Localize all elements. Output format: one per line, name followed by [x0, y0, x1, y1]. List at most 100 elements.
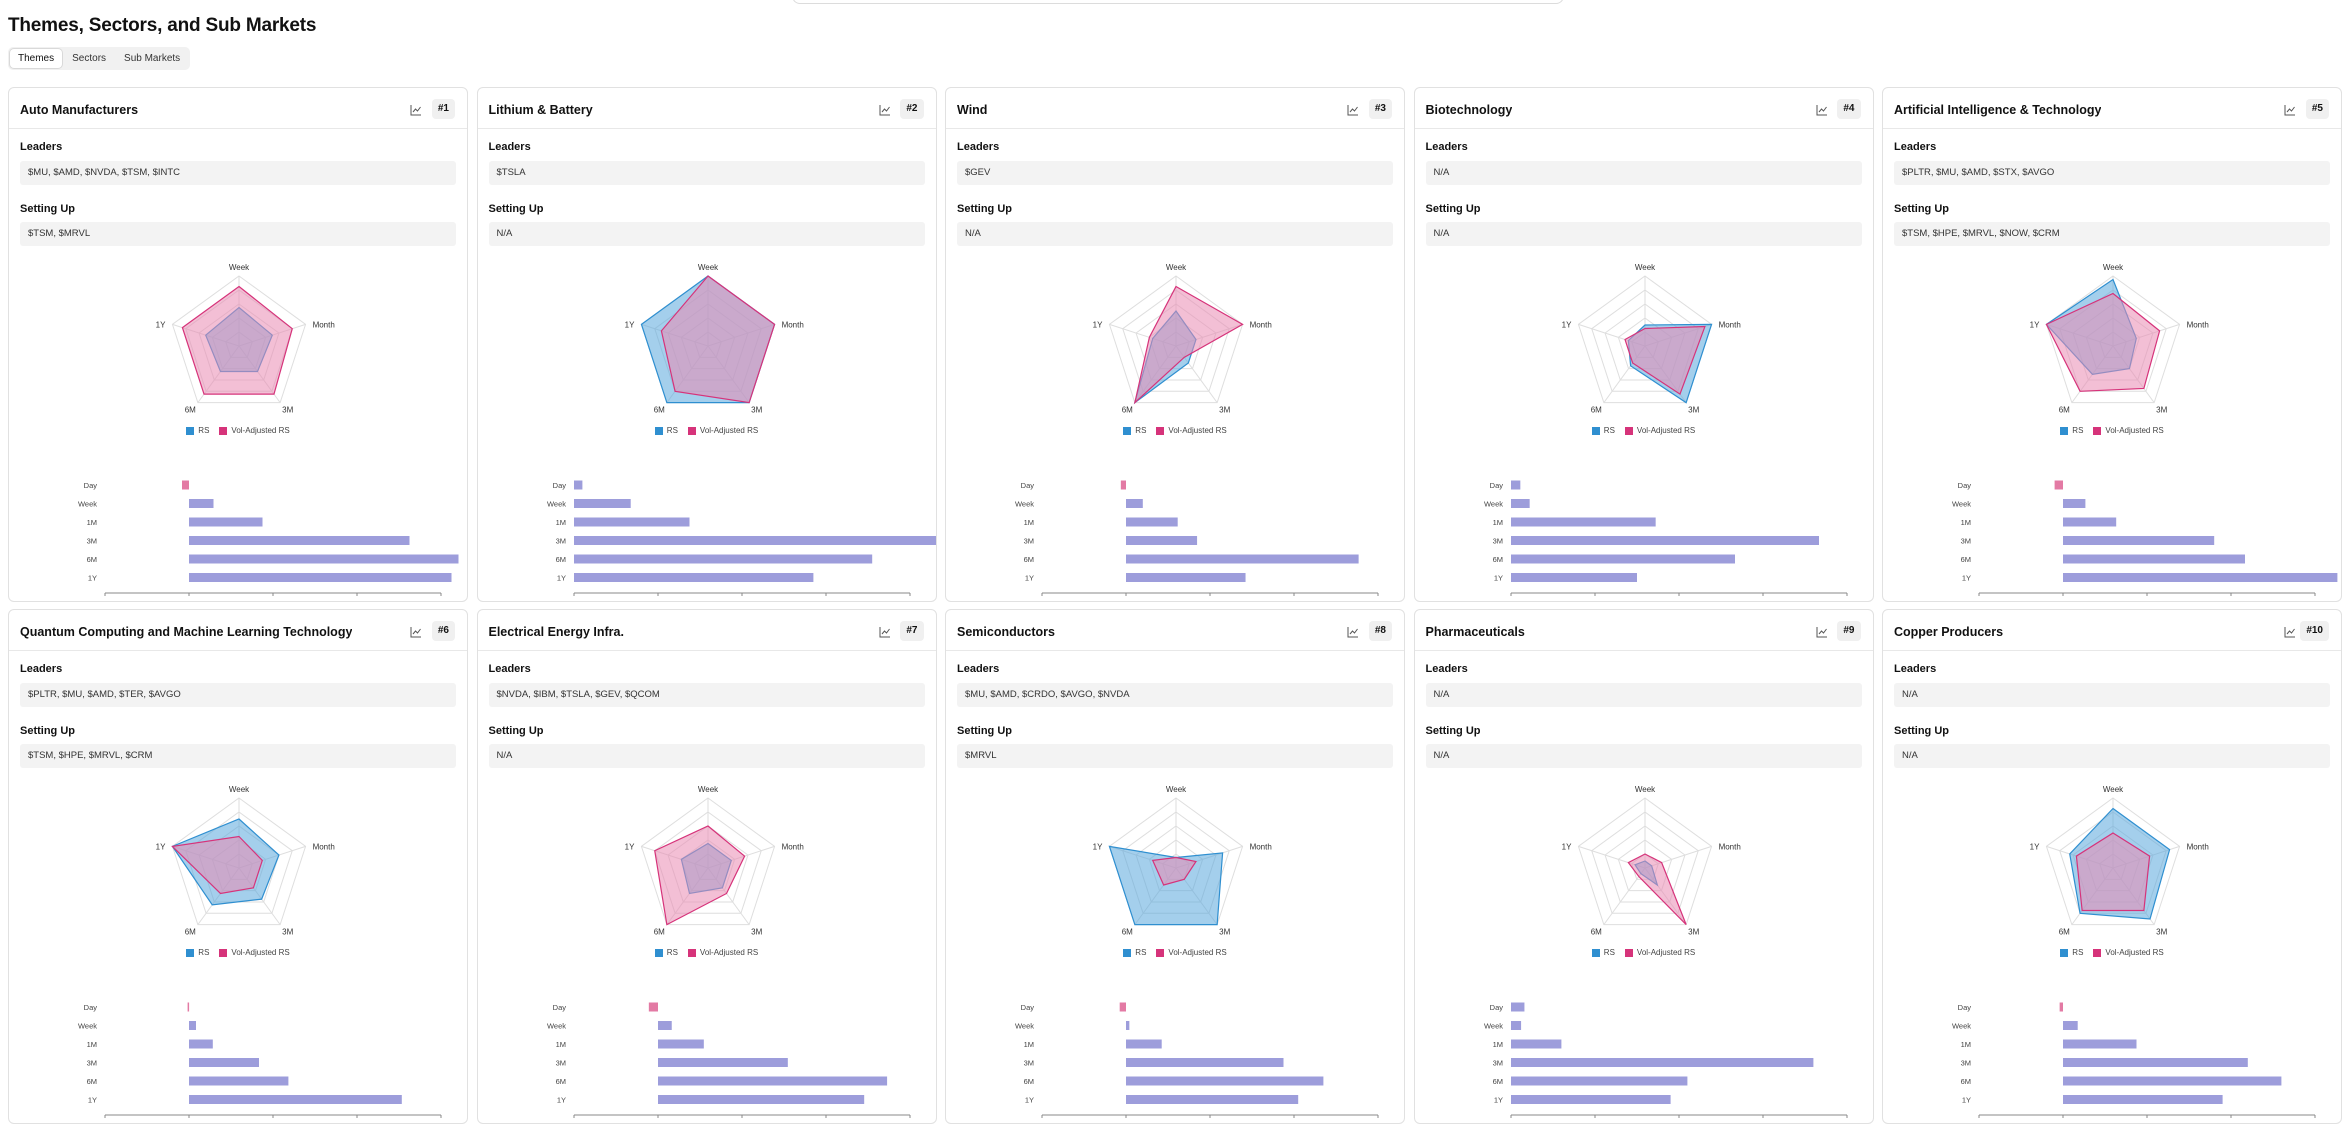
rank-badge: #10	[2300, 621, 2329, 641]
chart-view-button[interactable]	[1813, 623, 1831, 641]
setting-up-value: N/A	[957, 222, 1393, 246]
radar-chart: Week Month 3M 6M 1Y	[1561, 785, 1740, 937]
bar-x-tick-label: 22.0%	[815, 1120, 837, 1122]
bar-x-tick-label: 24.0%	[346, 598, 368, 600]
leaders-label: Leaders	[1425, 141, 1468, 153]
leaders-label: Leaders	[488, 663, 531, 675]
bar-category-label: 1Y	[1962, 574, 1971, 583]
bar-chart: Day Week 1M 3M 6M 1Y -20.0% 0.0% 20.0% 40.0% 60.0%	[1952, 1002, 2326, 1122]
radar-grid-ring	[640, 797, 775, 926]
chart-view-button[interactable]	[876, 623, 894, 641]
radar-legend: RS Vol-Adjusted RS	[9, 426, 467, 435]
radar-axis-label: 3M	[1219, 406, 1230, 415]
tab-themes[interactable]: Themes	[10, 49, 63, 68]
leaders-label: Leaders	[488, 141, 531, 153]
rank-badge: #4	[1837, 99, 1861, 119]
legend-label-vol-adjusted-rs: Vol-Adjusted RS	[1636, 426, 1696, 435]
bar-week	[2063, 499, 2086, 508]
bar-x-tick-label: 27.0%	[1752, 598, 1774, 600]
theme-card: Pharmaceuticals #9 Leaders N/A Setting Up N/A…	[1413, 609, 1874, 1124]
radar-chart: Week Month 3M 6M 1Y	[1093, 785, 1272, 937]
rank-badge: #5	[2305, 99, 2329, 119]
legend-item-vol-adjusted-rs: Vol-Adjusted RS	[1156, 948, 1227, 957]
radar-axis-label: 3M	[1688, 406, 1699, 415]
setting-up-label: Setting Up	[20, 203, 75, 215]
bar-3m	[1126, 1058, 1284, 1067]
radar-axis-label: Month	[1718, 320, 1740, 329]
bar-category-label: 6M	[87, 1077, 97, 1086]
tab-sub-markets[interactable]: Sub Markets	[124, 53, 181, 64]
bar-category-label: 1M	[1961, 518, 1971, 527]
leaders-label: Leaders	[20, 663, 63, 675]
bar-category-label: 3M	[1492, 1059, 1502, 1068]
setting-up-label: Setting Up	[488, 203, 544, 215]
radar-legend: RS Vol-Adjusted RS	[1415, 948, 1873, 957]
bar-x-tick-label: -11.0%	[562, 1120, 586, 1122]
chart-view-button[interactable]	[1344, 101, 1362, 119]
bar-category-label: Day	[84, 1003, 98, 1012]
setting-up-label: Setting Up	[488, 725, 544, 737]
legend-swatch-vol-adjusted-rs	[1156, 948, 1165, 957]
card-title: Electrical Energy Infra.	[488, 625, 624, 639]
radar-axis-label: Month	[2187, 842, 2209, 851]
tab-sectors[interactable]: Sectors	[72, 53, 107, 64]
radar-series-vol-adjusted-rs	[2075, 832, 2151, 912]
radar-grid-ring	[171, 797, 307, 926]
bar-day	[573, 480, 582, 490]
bar-category-label: Day	[1958, 481, 1972, 490]
bar-day	[182, 480, 189, 490]
radar-axis-label: Week	[697, 263, 718, 272]
rank-badge: #9	[1837, 621, 1861, 641]
chart-view-button[interactable]	[1813, 101, 1831, 119]
leaders-value: $PLTR, $MU, $AMD, $STX, $AVGO	[1894, 161, 2330, 185]
card-title: Semiconductors	[957, 625, 1055, 639]
legend-item-rs: RS	[2060, 426, 2083, 435]
bar-category-label: Day	[1021, 1003, 1035, 1012]
bar-category-label: 6M	[1961, 555, 1971, 564]
chart-view-button[interactable]	[407, 101, 425, 119]
radar-series-vol-adjusted-rs	[1151, 856, 1197, 886]
bar-6m	[2063, 554, 2245, 564]
bar-category-label: 1M	[555, 1040, 565, 1049]
bar-x-tick-label: -15.0%	[1967, 598, 1991, 600]
chart-view-button[interactable]	[2281, 623, 2299, 641]
search-bar-edge[interactable]	[792, 0, 1564, 4]
chart-view-button[interactable]	[2281, 101, 2299, 119]
leaders-value: N/A	[1425, 683, 1862, 707]
radar-chart: Week Month 3M 6M 1Y	[1093, 263, 1272, 415]
bar-x-tick-label: 36.0%	[1836, 598, 1858, 600]
bar-category-label: 1Y	[1493, 1096, 1502, 1105]
bar-3m	[1510, 536, 1819, 545]
radar-axis-label: 3M	[282, 406, 293, 415]
radar-spoke	[1602, 867, 1645, 925]
radar-series-vol-adjusted-rs	[1133, 285, 1244, 405]
radar-axis-label: 3M	[1688, 928, 1699, 937]
bar-1m	[573, 517, 689, 527]
radar-axis-label: Week	[697, 785, 718, 794]
legend-label-vol-adjusted-rs: Vol-Adjusted RS	[699, 948, 759, 957]
theme-card: Biotechnology #4 Leaders N/A Setting Up N/A We…	[1413, 87, 1874, 602]
card-divider	[9, 128, 467, 129]
legend-item-vol-adjusted-rs: Vol-Adjusted RS	[1156, 426, 1227, 435]
radar-grid-ring	[1108, 275, 1244, 404]
bar-category-label: Day	[552, 1003, 566, 1012]
radar-axis-label: 1Y	[156, 320, 166, 329]
radar-axis-label: 1Y	[1093, 320, 1103, 329]
bar-x-tick-label: 39.0%	[1367, 598, 1389, 600]
theme-card: Auto Manufacturers #1 Leaders $MU, $AMD, $N…	[8, 87, 468, 602]
leaders-value: $MU, $AMD, $NVDA, $TSM, $INTC	[20, 161, 456, 185]
legend-swatch-vol-adjusted-rs	[219, 948, 228, 957]
bar-x-tick-label: 60.0%	[346, 1120, 368, 1122]
theme-card: Semiconductors #8 Leaders $MU, $AMD, $CRDO,…	[945, 609, 1405, 1124]
chart-view-button[interactable]	[876, 101, 894, 119]
radar-grid-ring	[1577, 275, 1712, 404]
radar-legend: RS Vol-Adjusted RS	[946, 426, 1404, 435]
chart-view-button[interactable]	[407, 623, 425, 641]
bar-x-tick-label: 90.0%	[430, 1120, 452, 1122]
setting-up-label: Setting Up	[957, 203, 1012, 215]
bar-3m	[1510, 1058, 1813, 1067]
chart-view-button[interactable]	[1344, 623, 1362, 641]
legend-swatch-vol-adjusted-rs	[687, 426, 696, 435]
radar-axis-label: Month	[1250, 320, 1272, 329]
radar-series-vol-adjusted-rs	[181, 285, 293, 395]
